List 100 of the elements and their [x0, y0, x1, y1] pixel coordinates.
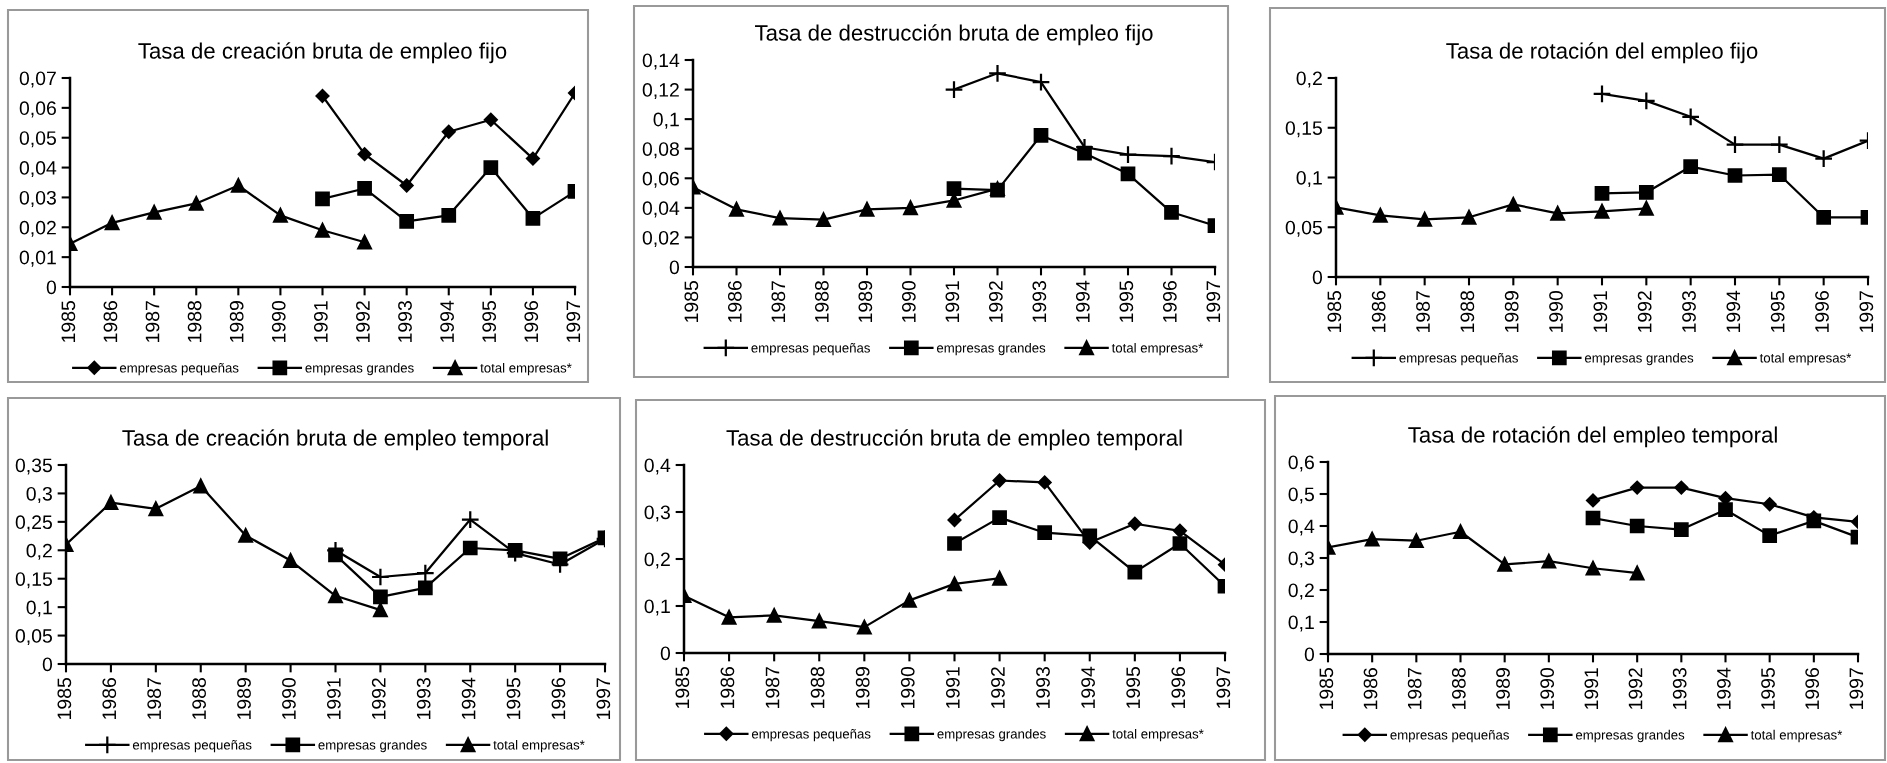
- y-tick-label: 0,01: [19, 250, 56, 267]
- x-tick-label: 1989: [858, 281, 873, 322]
- y-tick-label: 0,3: [1288, 551, 1314, 568]
- y-tick-label: 0,05: [1285, 220, 1322, 237]
- chart-title: Tasa de creación bruta de empleo fijo: [138, 42, 507, 64]
- y-tick-label: 0,08: [642, 142, 679, 159]
- y-tick-label: 0: [1304, 647, 1315, 662]
- y-tick-label: 0: [669, 260, 680, 275]
- x-tick-label: 1987: [1416, 291, 1430, 332]
- x-tick-label: 1993: [398, 301, 412, 342]
- x-tick-label: 1988: [187, 301, 202, 342]
- legend-label: empresas pequeñas: [132, 739, 252, 753]
- x-tick-label: 1988: [814, 281, 829, 322]
- x-tick-label: 1990: [1540, 667, 1555, 709]
- y-tick-label: 0,35: [15, 458, 52, 475]
- y-tick-label: 0,1: [26, 600, 52, 617]
- x-tick-label: 1991: [1593, 291, 1608, 332]
- x-tick-label: 1992: [991, 667, 1005, 708]
- y-tick-label: 0,12: [642, 83, 679, 100]
- x-tick-label: 1995: [506, 678, 521, 719]
- y-tick-label: 0,06: [19, 101, 56, 118]
- x-tick-label: 1990: [271, 300, 286, 342]
- legend-label: empresas grandes: [1575, 729, 1685, 743]
- y-tick-label: 0,2: [1288, 583, 1314, 600]
- x-tick-label: 1993: [1672, 668, 1687, 709]
- chart-title: Tasa de rotación del empleo temporal: [1408, 426, 1777, 448]
- x-tick-label: 1988: [1460, 291, 1475, 332]
- x-tick-label: 1985: [684, 281, 699, 322]
- x-tick-label: 1987: [765, 667, 780, 708]
- legend-label: empresas pequeñas: [119, 362, 239, 376]
- y-tick-label: 0,2: [26, 543, 52, 560]
- y-tick-label: 0,04: [642, 201, 680, 218]
- y-tick-label: 0,5: [1288, 487, 1314, 504]
- y-tick-label: 0,4: [1288, 519, 1315, 536]
- x-tick-label: 1996: [551, 678, 566, 719]
- x-tick-label: 1985: [57, 678, 72, 719]
- y-tick-label: 0: [660, 646, 671, 661]
- y-tick-label: 0,07: [19, 71, 56, 88]
- x-tick-label: 1996: [524, 301, 539, 342]
- y-tick-label: 0,02: [19, 220, 56, 237]
- x-tick-label: 1990: [901, 280, 916, 322]
- x-tick-label: 1991: [326, 678, 341, 719]
- x-tick-label: 1995: [1119, 281, 1134, 322]
- x-tick-label: 1991: [945, 667, 960, 708]
- x-tick-label: 1989: [855, 667, 870, 708]
- legend-label: total empresas*: [1759, 352, 1852, 366]
- legend-label: total empresas*: [480, 362, 572, 376]
- y-tick-label: 0,25: [15, 515, 52, 532]
- x-tick-label: 1995: [1770, 291, 1785, 332]
- x-tick-label: 1986: [103, 301, 118, 342]
- x-tick-label: 1985: [1327, 291, 1342, 332]
- y-tick-label: 0,1: [644, 599, 670, 616]
- x-tick-label: 1996: [1171, 667, 1186, 708]
- x-tick-label: 1989: [237, 678, 251, 719]
- y-tick-label: 0,3: [26, 486, 52, 503]
- x-tick-label: 1986: [727, 281, 742, 322]
- x-tick-label: 1989: [229, 301, 244, 342]
- x-tick-label: 1990: [282, 677, 296, 719]
- x-tick-label: 1992: [1628, 668, 1643, 709]
- x-tick-label: 1993: [416, 678, 431, 719]
- y-tick-label: 0,05: [19, 131, 56, 148]
- x-tick-label: 1992: [356, 301, 370, 342]
- x-tick-label: 1987: [145, 301, 160, 342]
- y-tick-label: 0: [1312, 270, 1323, 285]
- x-tick-label: 1994: [1726, 290, 1741, 332]
- y-tick-label: 0,2: [644, 552, 670, 569]
- legend-label: empresas grandes: [305, 362, 414, 376]
- x-tick-label: 1993: [1036, 667, 1050, 708]
- y-tick-label: 0,14: [642, 53, 680, 70]
- y-tick-label: 0,2: [1296, 71, 1322, 88]
- legend-label: total empresas*: [1750, 729, 1843, 743]
- chart-title: Tasa de destrucción bruta de empleo fijo: [755, 24, 1153, 46]
- x-tick-label: 1988: [192, 678, 206, 719]
- legend-label: total empresas*: [1111, 342, 1204, 356]
- legend-label: empresas pequeñas: [751, 728, 871, 742]
- legend-label: empresas grandes: [937, 728, 1046, 742]
- legend-label: empresas grandes: [936, 342, 1046, 356]
- x-tick-label: 1987: [771, 281, 786, 322]
- x-tick-label: 1997: [566, 301, 581, 342]
- legend-label: empresas grandes: [318, 739, 427, 753]
- x-tick-label: 1994: [461, 677, 476, 719]
- y-tick-label: 0,06: [642, 171, 679, 188]
- y-tick-label: 0: [42, 657, 53, 672]
- x-tick-label: 1987: [1407, 668, 1422, 709]
- x-tick-label: 1994: [440, 300, 454, 342]
- x-tick-label: 1994: [1075, 280, 1090, 322]
- y-tick-label: 0,4: [644, 458, 671, 475]
- y-tick-label: 0,1: [653, 112, 679, 129]
- chart-title: Tasa de destrucción bruta de empleo temporal: [726, 429, 1182, 451]
- x-tick-label: 1996: [1805, 668, 1820, 709]
- x-tick-label: 1986: [1371, 291, 1386, 332]
- x-tick-label: 1994: [1716, 667, 1731, 709]
- y-tick-label: 0,15: [15, 572, 52, 589]
- x-tick-label: 1992: [1637, 291, 1652, 332]
- x-tick-label: 1995: [1126, 667, 1141, 708]
- legend-label: total empresas*: [493, 739, 585, 753]
- y-tick-label: 0: [46, 280, 57, 295]
- x-tick-label: 1990: [1549, 290, 1563, 332]
- x-tick-label: 1991: [945, 281, 960, 322]
- x-tick-label: 1987: [147, 678, 162, 719]
